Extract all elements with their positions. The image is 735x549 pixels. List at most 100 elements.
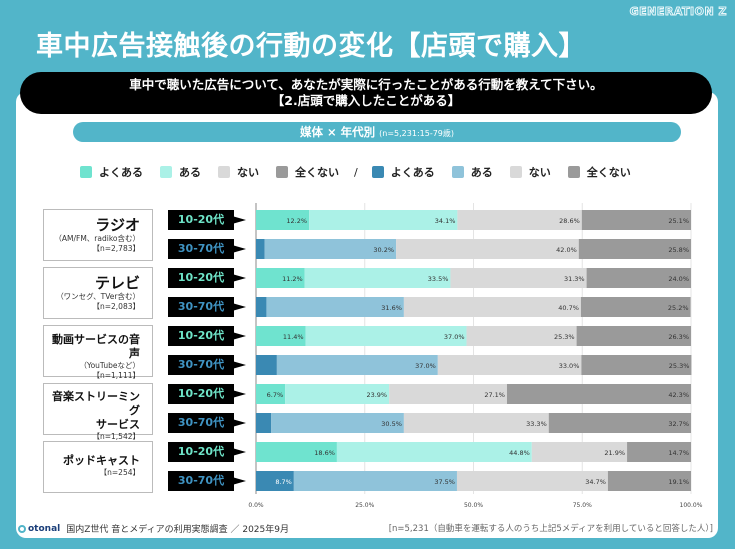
legend-label: 全くない <box>586 166 631 179</box>
bar-segment <box>396 239 579 259</box>
media-n: 【n=254】 <box>99 468 140 477</box>
media-box-radio: ラジオ （AM/FM、radiko含む） 【n=2,783】 <box>43 209 153 261</box>
data-label: 23.9% <box>366 391 387 399</box>
subtitle-main: 媒体 × 年代別 <box>299 125 376 139</box>
media-sub: （ワンセグ、TVer含む） <box>56 292 140 301</box>
age-tag-young: 10-20代 <box>168 326 246 346</box>
bar-segment <box>256 268 305 288</box>
data-label: 31.6% <box>381 304 402 312</box>
bar-segment <box>580 297 691 317</box>
bar-segment <box>309 210 458 230</box>
data-label: 37.0% <box>444 333 465 341</box>
bar-segment <box>506 384 691 404</box>
legend-item-old-sometimes: ある <box>451 164 493 180</box>
bar-segment <box>256 326 306 346</box>
legend-label: ない <box>237 166 259 179</box>
media-name: 音楽ストリーミング <box>52 390 140 417</box>
bar-segment <box>285 384 390 404</box>
data-label: 25.2% <box>668 304 689 312</box>
data-label: 12.2% <box>286 217 307 225</box>
legend-swatch <box>371 166 384 178</box>
age-tag-young: 10-20代 <box>168 268 246 288</box>
subtitle-note: (n=5,231:15-79歳) <box>379 129 455 138</box>
data-label: 34.7% <box>585 478 606 486</box>
media-sub: （AM/FM、radiko含む） <box>54 234 140 243</box>
age-tag-old: 30-70代 <box>168 297 246 317</box>
data-label: 30.2% <box>373 246 394 254</box>
age-tag-young: 10-20代 <box>168 210 246 230</box>
legend-label: 全くない <box>295 166 339 179</box>
bar-segment <box>403 297 581 317</box>
media-name-2: サービス <box>96 418 140 431</box>
otonal-logo: otonal <box>18 524 60 534</box>
bar-segment <box>548 413 691 433</box>
media-n: 【n=2,783】 <box>92 244 140 253</box>
data-label: 6.7% <box>267 391 284 399</box>
age-tag-old: 30-70代 <box>168 355 246 375</box>
media-n: 【n=1,111】 <box>92 371 140 380</box>
legend-item-young-often: よくある <box>80 164 143 180</box>
data-label: 25.8% <box>668 246 689 254</box>
data-label: 27.1% <box>484 391 505 399</box>
legend-item-old-no: ない <box>509 164 551 180</box>
x-tick-label: 50.0% <box>464 502 483 509</box>
data-label: 25.1% <box>668 217 689 225</box>
bar-segment <box>256 355 277 375</box>
media-name: テレビ <box>94 274 140 292</box>
bar-segment <box>256 297 267 317</box>
bar-segment <box>581 355 692 375</box>
bar-segment <box>607 471 691 491</box>
data-label: 11.2% <box>282 275 303 283</box>
bar-segment <box>576 326 691 346</box>
data-label: 34.1% <box>435 217 456 225</box>
age-tag-young: 10-20代 <box>168 384 246 404</box>
source-text: 国内Z世代 音とメディアの利用実態調査 ／ 2025年9月 <box>66 525 289 535</box>
data-label: 37.5% <box>434 478 455 486</box>
media-name: ラジオ <box>95 216 140 234</box>
legend-item-old-often: よくある <box>371 164 435 180</box>
logo-circle-icon <box>18 524 26 533</box>
legend-swatch <box>218 166 230 178</box>
bar-segment <box>450 268 587 288</box>
media-box-podcast: ポッドキャスト 【n=254】 <box>43 441 153 493</box>
logo-text: otonal <box>28 523 61 534</box>
legend-swatch <box>509 166 522 178</box>
legend-label: ない <box>528 166 551 179</box>
x-tick-label: 0.0% <box>248 502 264 509</box>
bar-segment <box>256 210 310 230</box>
bar-segment <box>264 239 397 259</box>
legend-label: よくある <box>99 166 143 179</box>
data-label: 33.5% <box>428 275 449 283</box>
data-label: 40.7% <box>558 304 579 312</box>
legend-swatch <box>276 166 288 178</box>
age-tag-old: 30-70代 <box>168 413 246 433</box>
media-n: 【n=1,542】 <box>92 432 140 441</box>
bar-segment <box>466 326 577 346</box>
data-label: 33.3% <box>526 420 547 428</box>
legend-swatch <box>160 166 172 178</box>
bar-segment <box>456 471 608 491</box>
bar-segment <box>276 355 438 375</box>
media-name: 動画サービスの音声 <box>52 333 140 360</box>
bar-segment <box>256 384 286 404</box>
page-title: 車中広告接触後の行動の変化【店頭で購入】 <box>36 31 586 62</box>
legend-item-young-no: ない <box>218 164 259 180</box>
legend-swatch <box>451 166 464 178</box>
bar-segment <box>627 442 691 462</box>
bar-segment <box>581 210 691 230</box>
question-banner: 車中で聴いた広告について、あなたが実際に行ったことがある行動を教えて下さい。 【… <box>20 72 712 114</box>
chart-legend: よくある ある ない 全くない / よくある ある ない 全くない <box>80 164 648 180</box>
question-line-2: 【2.店頭で購入したことがある】 <box>271 93 461 108</box>
media-n: 【n=2,083】 <box>92 302 140 311</box>
data-label: 28.6% <box>559 217 580 225</box>
media-box-tv: テレビ （ワンセグ、TVer含む） 【n=2,083】 <box>43 267 153 319</box>
data-label: 19.1% <box>668 478 689 486</box>
data-label: 42.3% <box>668 391 689 399</box>
media-name: ポッドキャスト <box>63 454 140 467</box>
data-label: 24.0% <box>668 275 689 283</box>
bar-segment <box>256 471 294 491</box>
media-box-video-audio: 動画サービスの音声 （YouTubeなど） 【n=1,111】 <box>43 325 153 380</box>
data-label: 14.7% <box>668 449 689 457</box>
bar-segment <box>256 442 337 462</box>
